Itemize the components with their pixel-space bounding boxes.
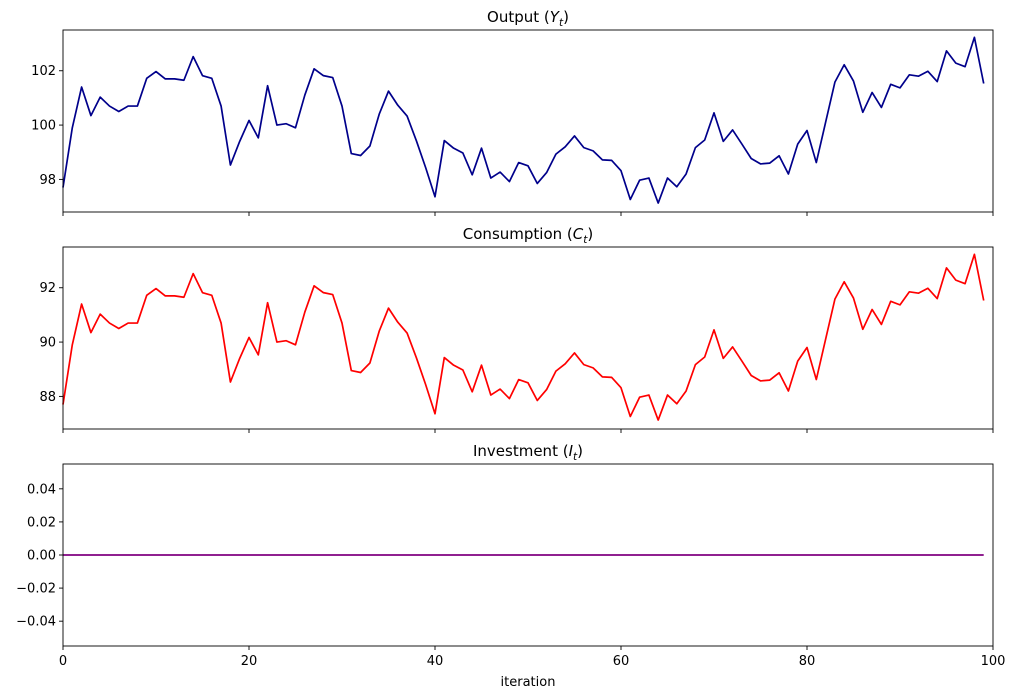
investment-title-text: Investment (: [473, 442, 569, 460]
investment-xtick-label: 40: [427, 654, 444, 669]
consumption-axes-frame: [62, 246, 994, 430]
investment-xtick-label: 0: [59, 654, 67, 669]
consumption-panel: Consumption (Ct) 88 90 92: [39, 225, 994, 433]
output-ytick-label: 98: [39, 173, 56, 188]
output-axes-frame: [62, 29, 994, 213]
output-panel: Output (Yt) 98 100 102: [31, 8, 994, 216]
consumption-title-text: Consumption (: [463, 225, 573, 243]
output-title-sub: t: [559, 17, 564, 29]
investment-xtick-label: 60: [613, 654, 630, 669]
investment-ytick-label: 0.02: [27, 515, 56, 530]
investment-xlabel: iteration: [501, 675, 556, 690]
output-ytick-label: 102: [31, 64, 56, 79]
investment-ytick-label: 0.04: [27, 482, 56, 497]
consumption-series-line: [62, 253, 985, 421]
investment-title-close: ): [577, 442, 583, 460]
investment-ytick-label: −0.02: [16, 582, 56, 597]
consumption-title-sub: t: [583, 234, 588, 246]
output-title-text: Output (: [487, 8, 550, 26]
investment-panel: Investment (It) −0.04 −0.02 0.00 0.02 0.04 0 20…: [16, 442, 1005, 690]
consumption-ytick-label: 88: [39, 390, 56, 405]
investment-axes-frame: [62, 463, 994, 647]
consumption-title-close: ): [587, 225, 593, 243]
consumption-ytick-label: 92: [39, 281, 56, 296]
output-title: Output (Yt): [487, 8, 569, 29]
consumption-ytick-label: 90: [39, 336, 56, 351]
investment-ytick-label: −0.04: [16, 615, 56, 630]
consumption-title: Consumption (Ct): [463, 225, 593, 246]
consumption-title-var: C: [573, 225, 584, 243]
output-title-var: Y: [550, 8, 561, 26]
output-ytick-label: 100: [31, 119, 56, 134]
investment-title: Investment (It): [473, 442, 583, 463]
investment-xtick-label: 100: [981, 654, 1006, 669]
output-series-line: [62, 36, 985, 204]
investment-xtick-label: 80: [799, 654, 816, 669]
investment-ytick-label: 0.00: [27, 549, 56, 564]
investment-xtick-label: 20: [241, 654, 258, 669]
investment-title-var: I: [569, 442, 574, 460]
output-title-close: ): [563, 8, 569, 26]
investment-title-sub: t: [573, 451, 578, 463]
